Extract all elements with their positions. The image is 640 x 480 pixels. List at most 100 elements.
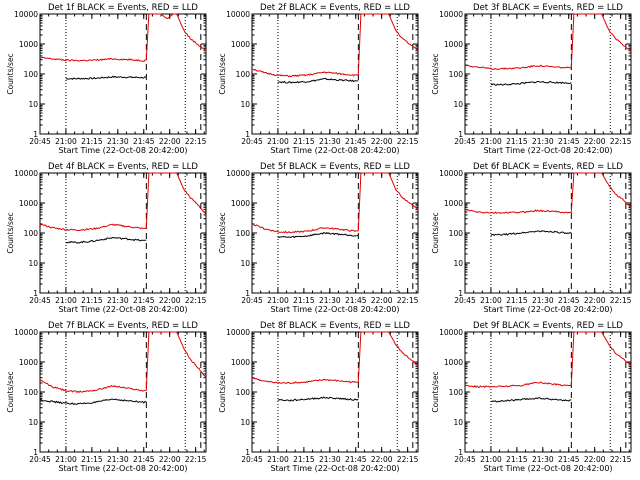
y-tick-label: 1	[33, 448, 38, 457]
x-tick-label: 22:15	[397, 296, 419, 305]
chart-panel-9: Det 9f BLACK = Events, RED = LLD 1 10 100 10…	[431, 321, 632, 473]
x-tick-label: 21:30	[107, 137, 129, 146]
x-tick-label: 21:45	[558, 296, 580, 305]
x-tick-label: 21:15	[506, 455, 528, 464]
y-tick-label: 1000	[19, 199, 38, 208]
x-tick-label: 21:45	[345, 137, 367, 146]
y-tick-label: 100	[449, 229, 464, 238]
x-tick-label: 22:00	[371, 455, 393, 464]
x-tick-label: 20:45	[454, 455, 476, 464]
x-tick-label: 21:15	[293, 455, 315, 464]
chart-panel-6: Det 6f BLACK = Events, RED = LLD 1 10 100 10…	[431, 162, 632, 314]
y-axis-title: Counts/sec	[431, 371, 440, 412]
y-tick-label: 100	[24, 229, 39, 238]
x-tick-label: 21:30	[319, 455, 341, 464]
x-tick-label: 21:30	[107, 455, 129, 464]
x-tick-label: 21:45	[345, 296, 367, 305]
series-line-lld	[251, 172, 419, 234]
x-axis-title: Start Time (22-Oct-08 20:42:00)	[58, 305, 187, 314]
series-line-lld	[464, 331, 632, 389]
x-axis-title: Start Time (22-Oct-08 20:42:00)	[58, 146, 187, 155]
x-tick-label: 22:15	[397, 455, 419, 464]
y-tick-label: 10000	[439, 10, 463, 19]
chart-panel-8: Det 8f BLACK = Events, RED = LLD 1 10 100 10…	[218, 321, 419, 473]
y-tick-label: 1	[245, 448, 250, 457]
y-tick-label: 1	[458, 289, 463, 298]
x-tick-label: 21:45	[558, 137, 580, 146]
x-tick-label: 21:30	[319, 296, 341, 305]
y-axis-title: Counts/sec	[6, 212, 15, 253]
x-tick-label: 21:00	[480, 455, 502, 464]
series-line-lld	[464, 172, 632, 214]
x-tick-label: 22:00	[584, 455, 606, 464]
x-tick-label: 22:00	[371, 296, 393, 305]
chart-panel-4: Det 4f BLACK = Events, RED = LLD 1 10 100 10…	[6, 162, 207, 314]
x-tick-label: 21:00	[55, 455, 77, 464]
x-tick-label: 20:45	[241, 455, 263, 464]
chart-title: Det 4f BLACK = Events, RED = LLD	[48, 162, 198, 172]
y-tick-label: 10000	[14, 169, 38, 178]
x-tick-label: 21:45	[345, 455, 367, 464]
y-tick-label: 100	[449, 388, 464, 397]
y-tick-label: 10	[28, 418, 38, 427]
x-tick-label: 20:45	[454, 137, 476, 146]
x-tick-label: 20:45	[241, 296, 263, 305]
x-tick-label: 21:30	[107, 296, 129, 305]
y-tick-label: 10	[453, 100, 463, 109]
series-line-events	[490, 80, 572, 86]
x-axis-title: Start Time (22-Oct-08 20:42:00)	[483, 146, 612, 155]
x-tick-label: 20:45	[454, 296, 476, 305]
x-tick-label: 22:00	[371, 137, 393, 146]
y-tick-label: 10000	[14, 328, 38, 337]
y-tick-label: 10	[240, 418, 250, 427]
x-tick-label: 20:45	[29, 296, 51, 305]
y-tick-label: 10000	[14, 10, 38, 19]
series-line-events	[277, 396, 359, 402]
x-tick-label: 22:00	[159, 455, 181, 464]
y-axis-title: Counts/sec	[6, 53, 15, 94]
y-tick-label: 100	[236, 388, 251, 397]
x-tick-label: 22:15	[610, 137, 632, 146]
chart-title: Det 3f BLACK = Events, RED = LLD	[473, 3, 623, 13]
y-tick-label: 10000	[439, 328, 463, 337]
x-tick-label: 21:45	[558, 455, 580, 464]
x-axis-title: Start Time (22-Oct-08 20:42:00)	[483, 305, 612, 314]
y-tick-label: 1	[458, 448, 463, 457]
x-tick-label: 21:30	[319, 137, 341, 146]
x-tick-label: 22:15	[397, 137, 419, 146]
y-axis-title: Counts/sec	[431, 212, 440, 253]
y-axis-title: Counts/sec	[218, 53, 227, 94]
y-tick-label: 1000	[231, 358, 250, 367]
x-tick-label: 22:00	[159, 137, 181, 146]
y-tick-label: 100	[236, 229, 251, 238]
series-line-lld	[464, 13, 632, 70]
chart-panel-7: Det 7f BLACK = Events, RED = LLD 1 10 100 10…	[6, 321, 207, 473]
x-tick-label: 21:15	[81, 296, 103, 305]
y-tick-label: 10	[453, 418, 463, 427]
x-tick-label: 22:15	[185, 455, 207, 464]
x-tick-label: 21:45	[133, 137, 155, 146]
y-tick-label: 10	[453, 259, 463, 268]
series-line-events	[277, 231, 359, 239]
y-tick-label: 1000	[444, 40, 463, 49]
chart-title: Det 5f BLACK = Events, RED = LLD	[260, 162, 410, 172]
x-tick-label: 21:15	[293, 137, 315, 146]
x-tick-label: 21:00	[480, 296, 502, 305]
x-tick-label: 22:15	[610, 455, 632, 464]
y-tick-label: 100	[24, 388, 39, 397]
chart-title: Det 8f BLACK = Events, RED = LLD	[260, 321, 410, 331]
series-line-lld	[251, 13, 419, 78]
x-tick-label: 21:00	[267, 296, 289, 305]
series-line-events	[277, 77, 359, 84]
chart-title: Det 2f BLACK = Events, RED = LLD	[260, 3, 410, 13]
y-tick-label: 10	[240, 259, 250, 268]
x-tick-label: 22:15	[185, 296, 207, 305]
y-tick-label: 1	[458, 130, 463, 139]
y-tick-label: 10	[240, 100, 250, 109]
y-tick-label: 1000	[444, 358, 463, 367]
x-tick-label: 21:30	[532, 296, 554, 305]
y-tick-label: 10	[28, 259, 38, 268]
y-tick-label: 10000	[226, 328, 250, 337]
y-tick-label: 1000	[19, 40, 38, 49]
